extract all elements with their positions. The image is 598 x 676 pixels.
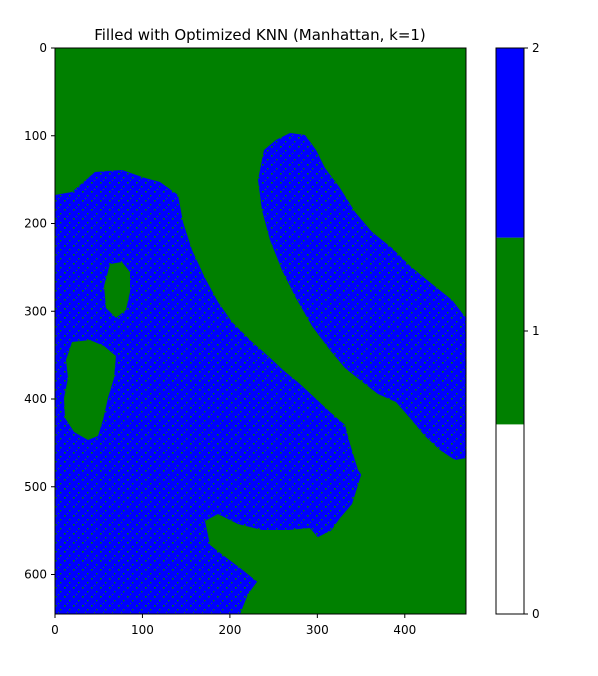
x-tick-label: 300 [306,623,329,637]
colorbar-segment [496,48,524,238]
y-tick-label: 600 [24,568,47,582]
corsica [104,262,130,318]
colorbar-tick-label: 0 [532,607,540,621]
y-tick-label: 500 [24,480,47,494]
heatmap-image [55,48,466,614]
x-tick-label: 400 [393,623,416,637]
sardinia [64,340,116,440]
calabria [330,468,380,545]
plot-frame [54,47,467,615]
sea-region-west [55,170,372,614]
colorbar-segment [496,424,524,614]
colorbar-tick-label: 1 [532,324,540,338]
sicily [205,514,322,602]
x-tick-label: 0 [51,623,59,637]
y-tick-label: 200 [24,217,47,231]
y-tick-label: 100 [24,129,47,143]
colorbar-segment [496,237,524,425]
y-tick-label: 0 [39,41,47,55]
chart-title: Filled with Optimized KNN (Manhattan, k=… [94,26,426,44]
x-tick-label: 200 [218,623,241,637]
y-tick-label: 400 [24,392,47,406]
colorbar-tick-label: 2 [532,41,540,55]
y-tick-label: 300 [24,304,47,318]
colorbar [495,47,525,615]
sea-region-east [258,133,466,614]
x-tick-label: 100 [131,623,154,637]
